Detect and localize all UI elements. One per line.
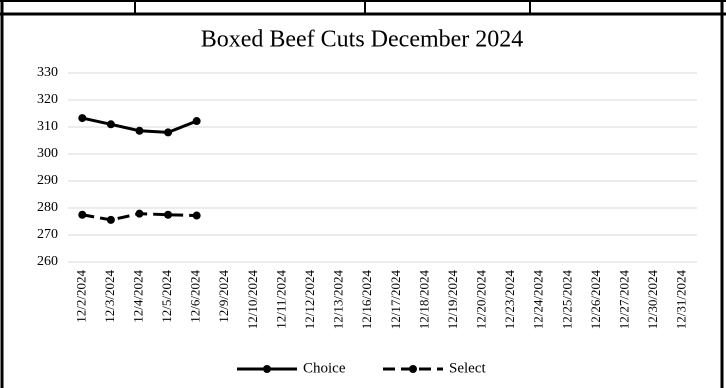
x-tick-label: 12/16/2024 [359,270,374,330]
data-point [164,128,173,137]
x-tick-label: 12/18/2024 [416,270,431,330]
legend-marker [263,365,271,373]
x-tick-label: 12/6/2024 [188,270,203,323]
chart-title: Boxed Beef Cuts December 2024 [201,27,524,53]
y-tick-label: 300 [37,146,58,161]
y-tick-label: 290 [37,173,58,188]
x-tick-label: 12/12/2024 [302,270,317,330]
x-tick-label: 12/26/2024 [588,270,603,330]
data-point [106,215,115,224]
x-tick-label: 12/4/2024 [130,270,145,323]
data-point [192,211,201,220]
y-tick-label: 310 [37,119,58,134]
x-tick-label: 12/23/2024 [502,270,517,330]
x-tick-label: 12/30/2024 [645,270,660,330]
y-tick-label: 330 [37,65,58,80]
y-tick-label: 270 [37,227,58,242]
x-tick-label: 12/13/2024 [331,270,346,330]
data-point [135,209,144,218]
x-tick-label: 12/27/2024 [617,270,632,330]
data-point [135,126,144,135]
y-tick-label: 280 [37,200,58,215]
x-tick-label: 12/3/2024 [102,270,117,323]
x-tick-label: 12/9/2024 [216,270,231,323]
y-tick-label: 260 [37,254,58,269]
x-tick-label: 12/17/2024 [388,270,403,330]
y-tick-label: 320 [37,92,58,107]
data-point [78,210,87,219]
data-point [78,114,87,123]
x-tick-label: 12/19/2024 [445,270,460,330]
data-point [164,210,173,219]
legend-label: Select [449,360,486,376]
x-tick-label: 12/2/2024 [73,270,88,323]
x-tick-label: 12/10/2024 [245,270,260,330]
x-tick-label: 12/24/2024 [531,270,546,330]
data-point [192,117,201,126]
x-tick-label: 12/20/2024 [474,270,489,330]
legend-marker [409,365,417,373]
x-tick-label: 12/31/2024 [674,270,689,330]
data-point [106,120,115,129]
x-tick-label: 12/5/2024 [159,270,174,323]
legend-label: Choice [303,360,346,376]
x-tick-label: 12/11/2024 [273,270,288,329]
x-tick-label: 12/25/2024 [559,270,574,330]
